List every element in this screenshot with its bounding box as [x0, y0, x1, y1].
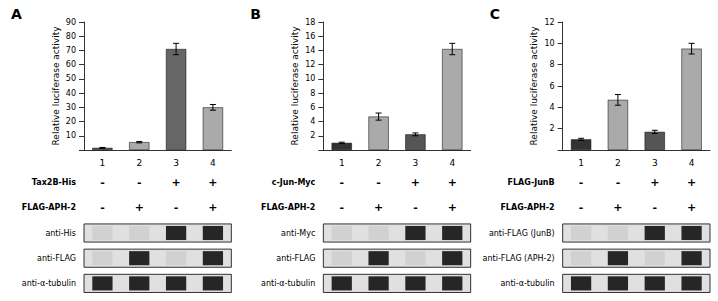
- svg-text:-: -: [100, 201, 105, 214]
- svg-text:anti-FLAG (JunB): anti-FLAG (JunB): [489, 229, 555, 238]
- svg-text:anti-α-tubulin: anti-α-tubulin: [22, 279, 76, 288]
- svg-text:10: 10: [66, 131, 76, 140]
- svg-text:c-Jun-Myc: c-Jun-Myc: [272, 178, 316, 187]
- svg-text:anti-α-tubulin: anti-α-tubulin: [261, 279, 315, 288]
- svg-text:3: 3: [652, 158, 658, 168]
- svg-text:10: 10: [305, 74, 315, 83]
- svg-text:70: 70: [66, 46, 76, 55]
- svg-text:90: 90: [66, 18, 76, 27]
- svg-text:-: -: [652, 201, 657, 214]
- svg-text:60: 60: [66, 60, 76, 69]
- svg-text:10: 10: [544, 39, 554, 48]
- svg-text:4: 4: [210, 158, 216, 168]
- svg-text:+: +: [135, 201, 144, 214]
- svg-text:A: A: [11, 6, 22, 22]
- svg-text:4: 4: [310, 117, 315, 126]
- svg-text:4: 4: [449, 158, 455, 168]
- svg-text:6: 6: [550, 82, 555, 91]
- svg-text:50: 50: [66, 74, 76, 83]
- svg-text:-: -: [339, 176, 344, 189]
- svg-text:+: +: [171, 176, 180, 189]
- svg-text:4: 4: [550, 103, 555, 112]
- svg-text:FLAG-APH-2: FLAG-APH-2: [500, 203, 554, 212]
- svg-text:2: 2: [136, 158, 142, 168]
- svg-text:1: 1: [578, 158, 584, 168]
- svg-text:2: 2: [310, 131, 315, 140]
- svg-text:8: 8: [310, 89, 315, 98]
- svg-text:FLAG-JunB: FLAG-JunB: [508, 178, 555, 187]
- svg-text:-: -: [376, 176, 381, 189]
- svg-text:+: +: [650, 176, 659, 189]
- svg-text:anti-FLAG (APH-2): anti-FLAG (APH-2): [483, 254, 555, 263]
- svg-text:+: +: [411, 176, 420, 189]
- svg-text:1: 1: [339, 158, 345, 168]
- svg-text:FLAG-APH-2: FLAG-APH-2: [22, 203, 76, 212]
- svg-text:-: -: [413, 201, 418, 214]
- svg-text:12: 12: [305, 60, 315, 69]
- svg-text:+: +: [687, 176, 696, 189]
- svg-text:+: +: [208, 201, 217, 214]
- svg-text:3: 3: [413, 158, 419, 168]
- svg-text:2: 2: [376, 158, 382, 168]
- svg-text:18: 18: [305, 18, 315, 27]
- svg-text:Relative luciferase activity: Relative luciferase activity: [290, 26, 300, 146]
- svg-text:3: 3: [173, 158, 179, 168]
- svg-text:12: 12: [544, 18, 554, 27]
- svg-text:+: +: [687, 201, 696, 214]
- svg-text:+: +: [208, 176, 217, 189]
- svg-text:40: 40: [66, 89, 76, 98]
- svg-text:1: 1: [100, 158, 106, 168]
- svg-text:20: 20: [66, 117, 76, 126]
- svg-text:anti-FLAG: anti-FLAG: [276, 254, 315, 263]
- svg-text:14: 14: [305, 46, 315, 55]
- svg-text:anti-His: anti-His: [45, 229, 76, 238]
- svg-text:anti-FLAG: anti-FLAG: [37, 254, 76, 263]
- svg-text:FLAG-APH-2: FLAG-APH-2: [261, 203, 315, 212]
- svg-text:80: 80: [66, 32, 76, 41]
- svg-text:-: -: [616, 176, 621, 189]
- svg-text:-: -: [339, 201, 344, 214]
- svg-text:-: -: [579, 176, 584, 189]
- svg-text:B: B: [250, 6, 261, 22]
- svg-text:8: 8: [550, 60, 555, 69]
- svg-text:+: +: [448, 201, 457, 214]
- svg-text:-: -: [100, 176, 105, 189]
- svg-text:+: +: [613, 201, 622, 214]
- svg-text:2: 2: [615, 158, 621, 168]
- svg-text:16: 16: [305, 32, 315, 41]
- svg-text:2: 2: [550, 124, 555, 133]
- svg-text:-: -: [174, 201, 179, 214]
- svg-text:Relative luciferase activity: Relative luciferase activity: [51, 26, 61, 146]
- svg-text:Tax2B-His: Tax2B-His: [32, 178, 76, 187]
- svg-text:C: C: [490, 6, 500, 22]
- svg-text:30: 30: [66, 103, 76, 112]
- svg-text:6: 6: [310, 103, 315, 112]
- svg-text:4: 4: [689, 158, 695, 168]
- svg-text:anti-α-tubulin: anti-α-tubulin: [500, 279, 554, 288]
- svg-text:+: +: [448, 176, 457, 189]
- svg-text:+: +: [374, 201, 383, 214]
- svg-text:anti-Myc: anti-Myc: [281, 229, 315, 238]
- svg-text:Relative luciferase activity: Relative luciferase activity: [529, 26, 539, 146]
- svg-text:-: -: [137, 176, 142, 189]
- svg-text:-: -: [579, 201, 584, 214]
